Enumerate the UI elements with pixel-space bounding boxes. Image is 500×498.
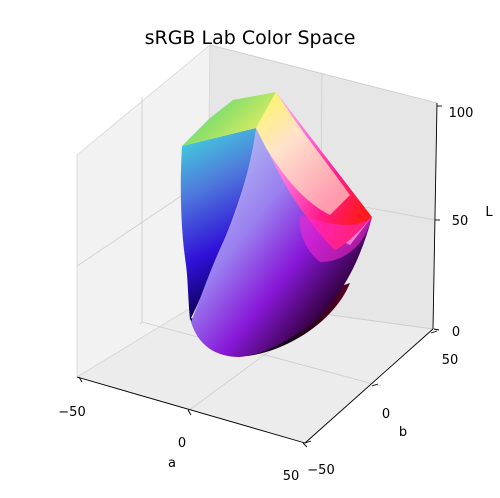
tick-marks bbox=[78, 105, 442, 448]
L-tick-label: 100 bbox=[449, 106, 474, 121]
L-tick-label: 0 bbox=[452, 325, 460, 340]
gamut-magenta-glow bbox=[299, 215, 372, 262]
axis-lines bbox=[76, 102, 438, 444]
L-axis-line bbox=[432, 102, 438, 330]
a-axis-label: a bbox=[168, 456, 176, 471]
b-tick-label: −50 bbox=[307, 463, 334, 478]
L-axis-label: L bbox=[485, 205, 493, 220]
gamut-top-face bbox=[182, 92, 276, 146]
a-tick-label: 0 bbox=[178, 436, 186, 451]
b-tick-label: 0 bbox=[382, 407, 390, 422]
chart-title: sRGB Lab Color Space bbox=[145, 27, 356, 49]
b-tick-label: 50 bbox=[442, 353, 459, 368]
gamut-solid bbox=[180, 92, 372, 357]
a-tick-label: 50 bbox=[283, 469, 300, 484]
gamut-front-face bbox=[191, 128, 372, 357]
gamut-upper-face bbox=[256, 92, 350, 215]
a-axis-line bbox=[76, 376, 306, 444]
b-axis-label: b bbox=[399, 425, 407, 440]
gamut-left-face bbox=[180, 128, 256, 320]
L-tick-label: 50 bbox=[452, 214, 469, 229]
a-tick-label: −50 bbox=[58, 405, 85, 420]
b-axis-line bbox=[304, 328, 434, 444]
